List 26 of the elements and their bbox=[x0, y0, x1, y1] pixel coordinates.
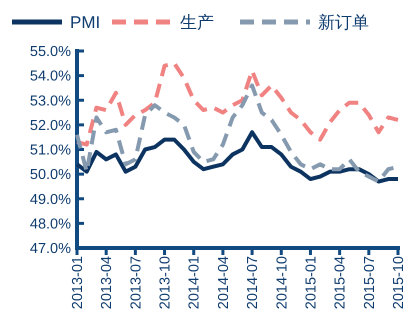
x-tick-label: 2014-10 bbox=[274, 256, 290, 310]
x-tick-label: 2015-01 bbox=[303, 256, 320, 310]
y-tick-label: 47.0% bbox=[30, 241, 72, 257]
y-tick-label: 53.0% bbox=[30, 93, 72, 110]
legend-label: 生产 bbox=[180, 13, 214, 32]
x-tick-label: 2013-01 bbox=[70, 256, 86, 310]
y-tick-label: 54.0% bbox=[30, 68, 72, 85]
y-tick-label: 52.0% bbox=[30, 118, 72, 134]
y-tick-label: 51.0% bbox=[30, 142, 72, 158]
x-tick-label: 2014-07 bbox=[245, 256, 262, 310]
line-series bbox=[75, 130, 400, 184]
x-tick-label: 2013-04 bbox=[99, 256, 116, 310]
legend-label: 新订单 bbox=[318, 13, 369, 32]
x-tick-label: 2015-07 bbox=[362, 256, 378, 310]
x-tick-label: 2015-04 bbox=[332, 256, 349, 310]
y-tick-label: 49.0% bbox=[30, 192, 72, 208]
legend-label: PMI bbox=[70, 13, 100, 32]
y-tick-label: 48.0% bbox=[30, 216, 72, 232]
x-tick-label: 2013-10 bbox=[158, 256, 174, 310]
x-tick-label: 2014-04 bbox=[216, 256, 232, 310]
line-series bbox=[75, 61, 400, 147]
x-tick-label: 2014-01 bbox=[186, 256, 203, 310]
y-tick-label: 50.0% bbox=[30, 167, 72, 184]
y-tick-label: 55.0% bbox=[30, 44, 72, 60]
x-tick-label: 2013-07 bbox=[128, 256, 144, 310]
x-tick-label: 2015-10 bbox=[391, 256, 407, 310]
